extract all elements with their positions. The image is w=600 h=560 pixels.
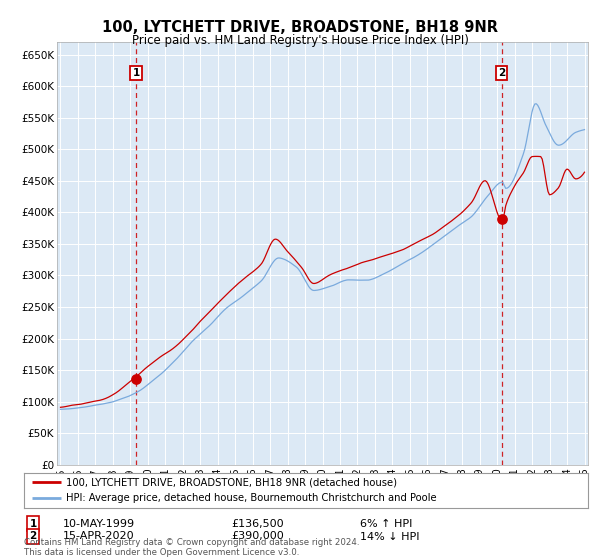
Point	[497, 214, 506, 223]
Text: 2: 2	[498, 68, 505, 78]
Text: HPI: Average price, detached house, Bournemouth Christchurch and Poole: HPI: Average price, detached house, Bour…	[66, 493, 437, 503]
Point	[131, 374, 141, 383]
Text: £136,500: £136,500	[231, 519, 284, 529]
Text: 2: 2	[29, 531, 37, 542]
Text: Contains HM Land Registry data © Crown copyright and database right 2024.
This d: Contains HM Land Registry data © Crown c…	[24, 538, 359, 557]
Text: 100, LYTCHETT DRIVE, BROADSTONE, BH18 9NR: 100, LYTCHETT DRIVE, BROADSTONE, BH18 9N…	[102, 20, 498, 35]
Text: Price paid vs. HM Land Registry's House Price Index (HPI): Price paid vs. HM Land Registry's House …	[131, 34, 469, 46]
Text: 14% ↓ HPI: 14% ↓ HPI	[360, 531, 419, 542]
Text: £390,000: £390,000	[231, 531, 284, 542]
Text: 15-APR-2020: 15-APR-2020	[63, 531, 134, 542]
Text: 1: 1	[29, 519, 37, 529]
Text: 1: 1	[133, 68, 140, 78]
Text: 100, LYTCHETT DRIVE, BROADSTONE, BH18 9NR (detached house): 100, LYTCHETT DRIVE, BROADSTONE, BH18 9N…	[66, 477, 397, 487]
Text: 10-MAY-1999: 10-MAY-1999	[63, 519, 135, 529]
Text: 6% ↑ HPI: 6% ↑ HPI	[360, 519, 412, 529]
